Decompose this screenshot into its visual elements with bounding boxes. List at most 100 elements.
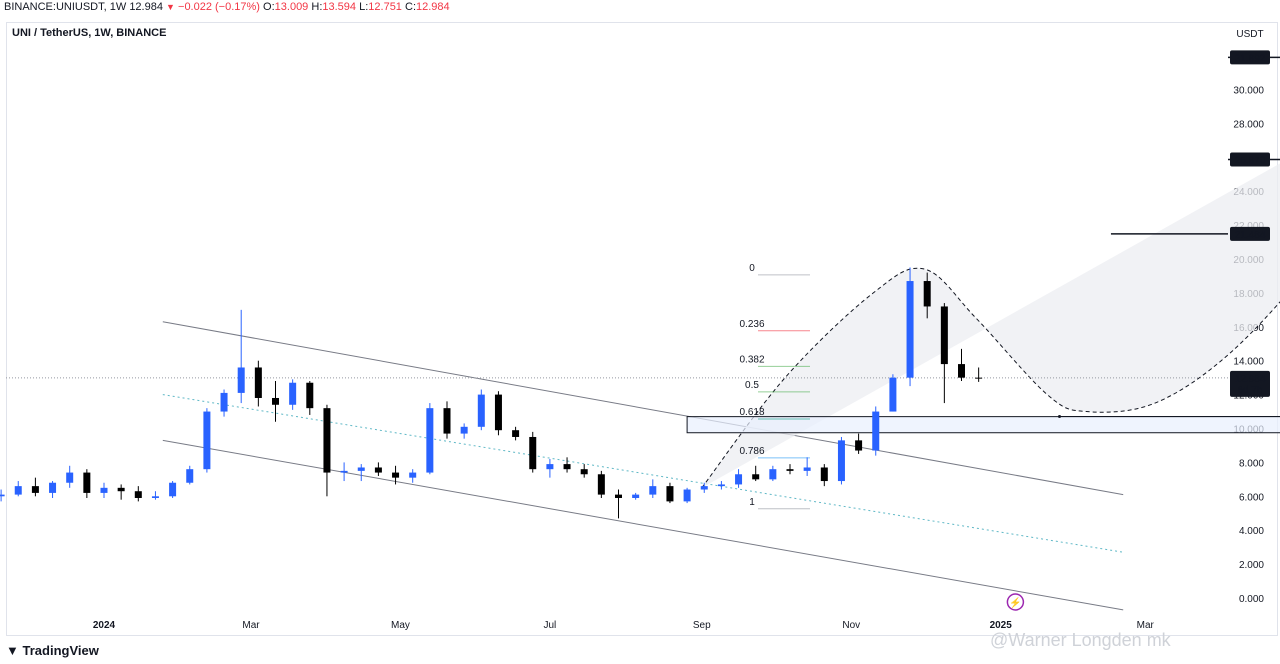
price-level-tag-label: 31.892 [1235,53,1266,64]
price-level-tag-label: 25.870 [1235,156,1266,167]
candle-body [735,474,743,485]
candle-body [169,482,177,497]
fib-level-label: 0.236 [739,319,764,330]
target-callout-dot [1058,414,1061,418]
fib-level-label: 1 [749,497,755,508]
candle-body [443,408,451,434]
candle-body [289,382,297,405]
fib-level-label: 0 [749,263,755,274]
candle-body [597,474,605,495]
x-tick-label: Jul [544,620,557,631]
candle-body [409,472,417,478]
candle-body [374,467,382,473]
currency-label: USDT [1236,29,1263,40]
x-tick-label: 2025 [990,620,1013,631]
candle-body [512,430,520,437]
x-tick-label: Nov [842,620,860,631]
x-tick-label: Mar [242,620,260,631]
price-level-tag [1230,50,1270,65]
high-value: 13.594 [322,1,357,13]
close-value: 12.984 [416,1,450,13]
tradingview-logo: ▼ TradingView [6,643,99,658]
candle-body [683,489,691,502]
candle-body [615,494,622,498]
candle-body [49,482,57,493]
current-price-countdown: 6d 7h [1237,385,1262,396]
y-tick-label: 6.000 [1239,492,1264,503]
candle-body [700,486,708,490]
candle-body [392,472,400,478]
candle-body [855,440,863,451]
tv-logo-icon: ▼ [6,643,19,658]
x-tick-label: Sep [693,620,711,631]
candle-body [923,281,931,307]
price-level-tag [1230,226,1270,241]
candle-body [117,487,125,492]
candle-body [186,469,194,483]
y-tick-label: 30.000 [1233,86,1264,97]
candle-body [203,411,211,470]
candle-body [272,397,279,405]
price-level-tag-label: 21.484 [1235,230,1266,241]
event-marker-icon [1006,593,1025,611]
down-arrow-icon: ▼ [166,2,175,12]
price-change: −0.022 (−0.17%) [178,1,260,13]
candle-body [477,394,485,427]
candle-body [306,382,314,409]
fib-level-label: 0.5 [745,380,759,391]
projection-path [701,267,1280,489]
candle-body [786,469,794,471]
channel-upper-line [162,321,1124,496]
candle-body [940,306,948,365]
candle-body [14,486,22,495]
candle-body [357,467,365,471]
x-tick-label: Mar [1137,620,1155,631]
open-value: 13.009 [274,1,309,13]
author-watermark: @Warner Longden mk [990,630,1171,651]
current-price-tag [1230,370,1270,397]
candle-body [31,486,39,493]
chart-legend: UNI / TetherUS, 1W, BINANCE [12,27,167,39]
last-price: 12.984 [129,1,163,13]
channel-lower-line [162,439,1124,611]
candle-body [134,491,142,498]
candle-body [237,367,245,393]
candle-body [323,408,331,473]
candle-body [769,469,777,480]
y-tick-label: 2.000 [1239,560,1264,571]
x-tick-label: May [391,620,410,631]
candle-body [649,486,657,495]
candle-body [820,467,828,482]
candle-body [580,469,588,475]
symbol-header: BINANCE:UNIUSDT, 1W 12.984 ▼ −0.022 (−0.… [4,1,450,13]
candle-body [632,494,640,498]
y-tick-label: 8.000 [1239,458,1264,469]
candle-body [494,394,502,431]
low-value: 12.751 [368,1,402,13]
close-label: C: [405,1,416,13]
current-price-tag-label: 12.984 [1235,374,1266,385]
candle-body [460,426,468,434]
price-level-tag [1230,152,1270,167]
candle-body [837,440,845,482]
y-tick-label: 14.000 [1233,357,1264,368]
demand-zone [686,416,1280,434]
candle-body [220,392,228,412]
candle-body [752,474,760,480]
symbol-name: BINANCE:UNIUSDT [4,1,104,13]
candle-body [529,436,537,470]
candle-body [83,472,91,493]
candle-body [958,364,965,378]
fib-level-label: 0.618 [739,407,764,418]
low-label: L: [359,1,369,13]
interval: 1W [109,1,127,13]
candle-body [100,487,108,493]
candle-body [546,464,554,470]
candle-body [717,484,725,487]
high-label: H: [311,1,323,13]
fib-level-label: 0.382 [739,354,764,365]
candle-body [906,281,914,378]
y-tick-label: 28.000 [1233,119,1264,130]
candle-body [872,411,880,451]
